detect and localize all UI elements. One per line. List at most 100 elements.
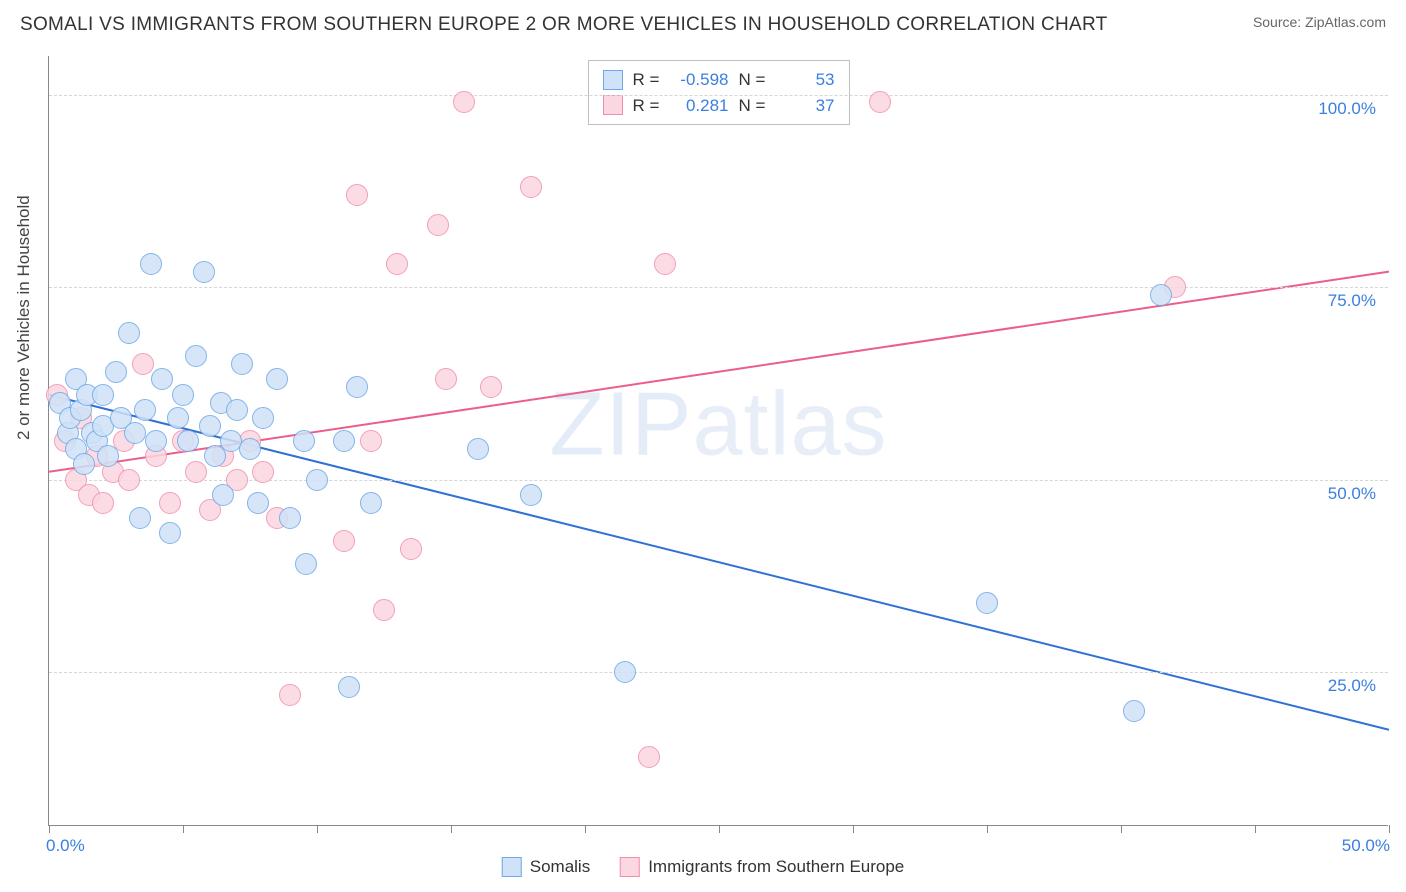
- ytick-label: 25.0%: [1324, 676, 1380, 696]
- trend-lines-svg: [49, 56, 1389, 826]
- r-value-b: 0.281: [671, 93, 729, 119]
- point-series-b: [172, 430, 194, 452]
- point-series-a: [70, 399, 92, 421]
- point-series-a: [279, 507, 301, 529]
- point-series-a: [520, 484, 542, 506]
- xtick: [1255, 825, 1256, 833]
- point-series-a: [177, 430, 199, 452]
- point-series-a: [185, 345, 207, 367]
- point-series-b: [132, 353, 154, 375]
- point-series-a: [129, 507, 151, 529]
- watermark-thin: atlas: [692, 375, 887, 475]
- point-series-a: [199, 415, 221, 437]
- legend-row-a: R = -0.598 N = 53: [603, 67, 835, 93]
- point-series-b: [279, 684, 301, 706]
- point-series-a: [167, 407, 189, 429]
- point-series-b: [435, 368, 457, 390]
- point-series-b: [239, 430, 261, 452]
- swatch-series-b: [603, 95, 623, 115]
- source-value: ZipAtlas.com: [1305, 14, 1386, 30]
- point-series-a: [976, 592, 998, 614]
- point-series-a: [105, 361, 127, 383]
- point-series-a: [145, 430, 167, 452]
- point-series-a: [212, 484, 234, 506]
- xtick: [1389, 825, 1390, 833]
- point-series-a: [124, 422, 146, 444]
- legend-item-a: Somalis: [502, 846, 590, 888]
- point-series-b: [373, 599, 395, 621]
- point-series-a: [193, 261, 215, 283]
- point-series-a: [57, 422, 79, 444]
- point-series-b: [46, 384, 68, 406]
- point-series-b: [400, 538, 422, 560]
- point-series-b: [346, 184, 368, 206]
- point-series-b: [520, 176, 542, 198]
- point-series-a: [252, 407, 274, 429]
- point-series-a: [118, 322, 140, 344]
- point-series-b: [199, 499, 221, 521]
- point-series-a: [346, 376, 368, 398]
- chart-title: SOMALI VS IMMIGRANTS FROM SOUTHERN EUROP…: [20, 14, 1108, 36]
- point-series-a: [65, 368, 87, 390]
- point-series-a: [97, 445, 119, 467]
- point-series-a: [295, 553, 317, 575]
- xtick: [585, 825, 586, 833]
- point-series-a: [210, 392, 232, 414]
- xtick: [987, 825, 988, 833]
- source-attribution: Source: ZipAtlas.com: [1253, 14, 1386, 30]
- xtick-label-left: 0.0%: [46, 836, 85, 856]
- point-series-b: [86, 445, 108, 467]
- ytick-label: 100.0%: [1314, 99, 1380, 119]
- ytick-label: 75.0%: [1324, 291, 1380, 311]
- point-series-a: [49, 392, 71, 414]
- point-series-b: [266, 507, 288, 529]
- point-series-a: [140, 253, 162, 275]
- r-label-a: R =: [633, 67, 661, 93]
- xtick: [317, 825, 318, 833]
- point-series-a: [467, 438, 489, 460]
- legend-item-b: Immigrants from Southern Europe: [620, 846, 904, 888]
- point-series-a: [333, 430, 355, 452]
- gridline-h: [49, 672, 1388, 673]
- point-series-a: [338, 676, 360, 698]
- point-series-a: [76, 384, 98, 406]
- legend-series: Somalis Immigrants from Southern Europe: [502, 846, 905, 888]
- point-series-a: [110, 407, 132, 429]
- n-value-a: 53: [777, 67, 835, 93]
- point-series-b: [480, 376, 502, 398]
- point-series-b: [654, 253, 676, 275]
- watermark: ZIPatlas: [549, 374, 887, 477]
- trendline-series-b: [49, 272, 1389, 472]
- point-series-b: [386, 253, 408, 275]
- xtick: [183, 825, 184, 833]
- n-label-b: N =: [739, 93, 767, 119]
- point-series-a: [59, 407, 81, 429]
- r-value-a: -0.598: [671, 67, 729, 93]
- series-a-name: Somalis: [530, 857, 590, 877]
- y-axis-label: 2 or more Vehicles in Household: [14, 195, 34, 440]
- source-label: Source:: [1253, 14, 1305, 30]
- point-series-a: [360, 492, 382, 514]
- n-value-b: 37: [777, 93, 835, 119]
- point-series-a: [86, 430, 108, 452]
- point-series-a: [266, 368, 288, 390]
- swatch-series-b-bottom: [620, 857, 640, 877]
- xtick: [719, 825, 720, 833]
- ytick-label: 50.0%: [1324, 484, 1380, 504]
- point-series-a: [231, 353, 253, 375]
- point-series-b: [145, 445, 167, 467]
- point-series-a: [1123, 700, 1145, 722]
- gridline-h: [49, 95, 1388, 96]
- xtick-label-right: 50.0%: [1342, 836, 1390, 856]
- point-series-b: [70, 407, 92, 429]
- point-series-a: [92, 415, 114, 437]
- point-series-a: [172, 384, 194, 406]
- gridline-h: [49, 287, 1388, 288]
- point-series-b: [212, 445, 234, 467]
- point-series-b: [638, 746, 660, 768]
- swatch-series-a-bottom: [502, 857, 522, 877]
- point-series-a: [204, 445, 226, 467]
- plot-area: ZIPatlas R = -0.598 N = 53 R = 0.281 N =…: [48, 56, 1388, 826]
- r-label-b: R =: [633, 93, 661, 119]
- xtick: [49, 825, 50, 833]
